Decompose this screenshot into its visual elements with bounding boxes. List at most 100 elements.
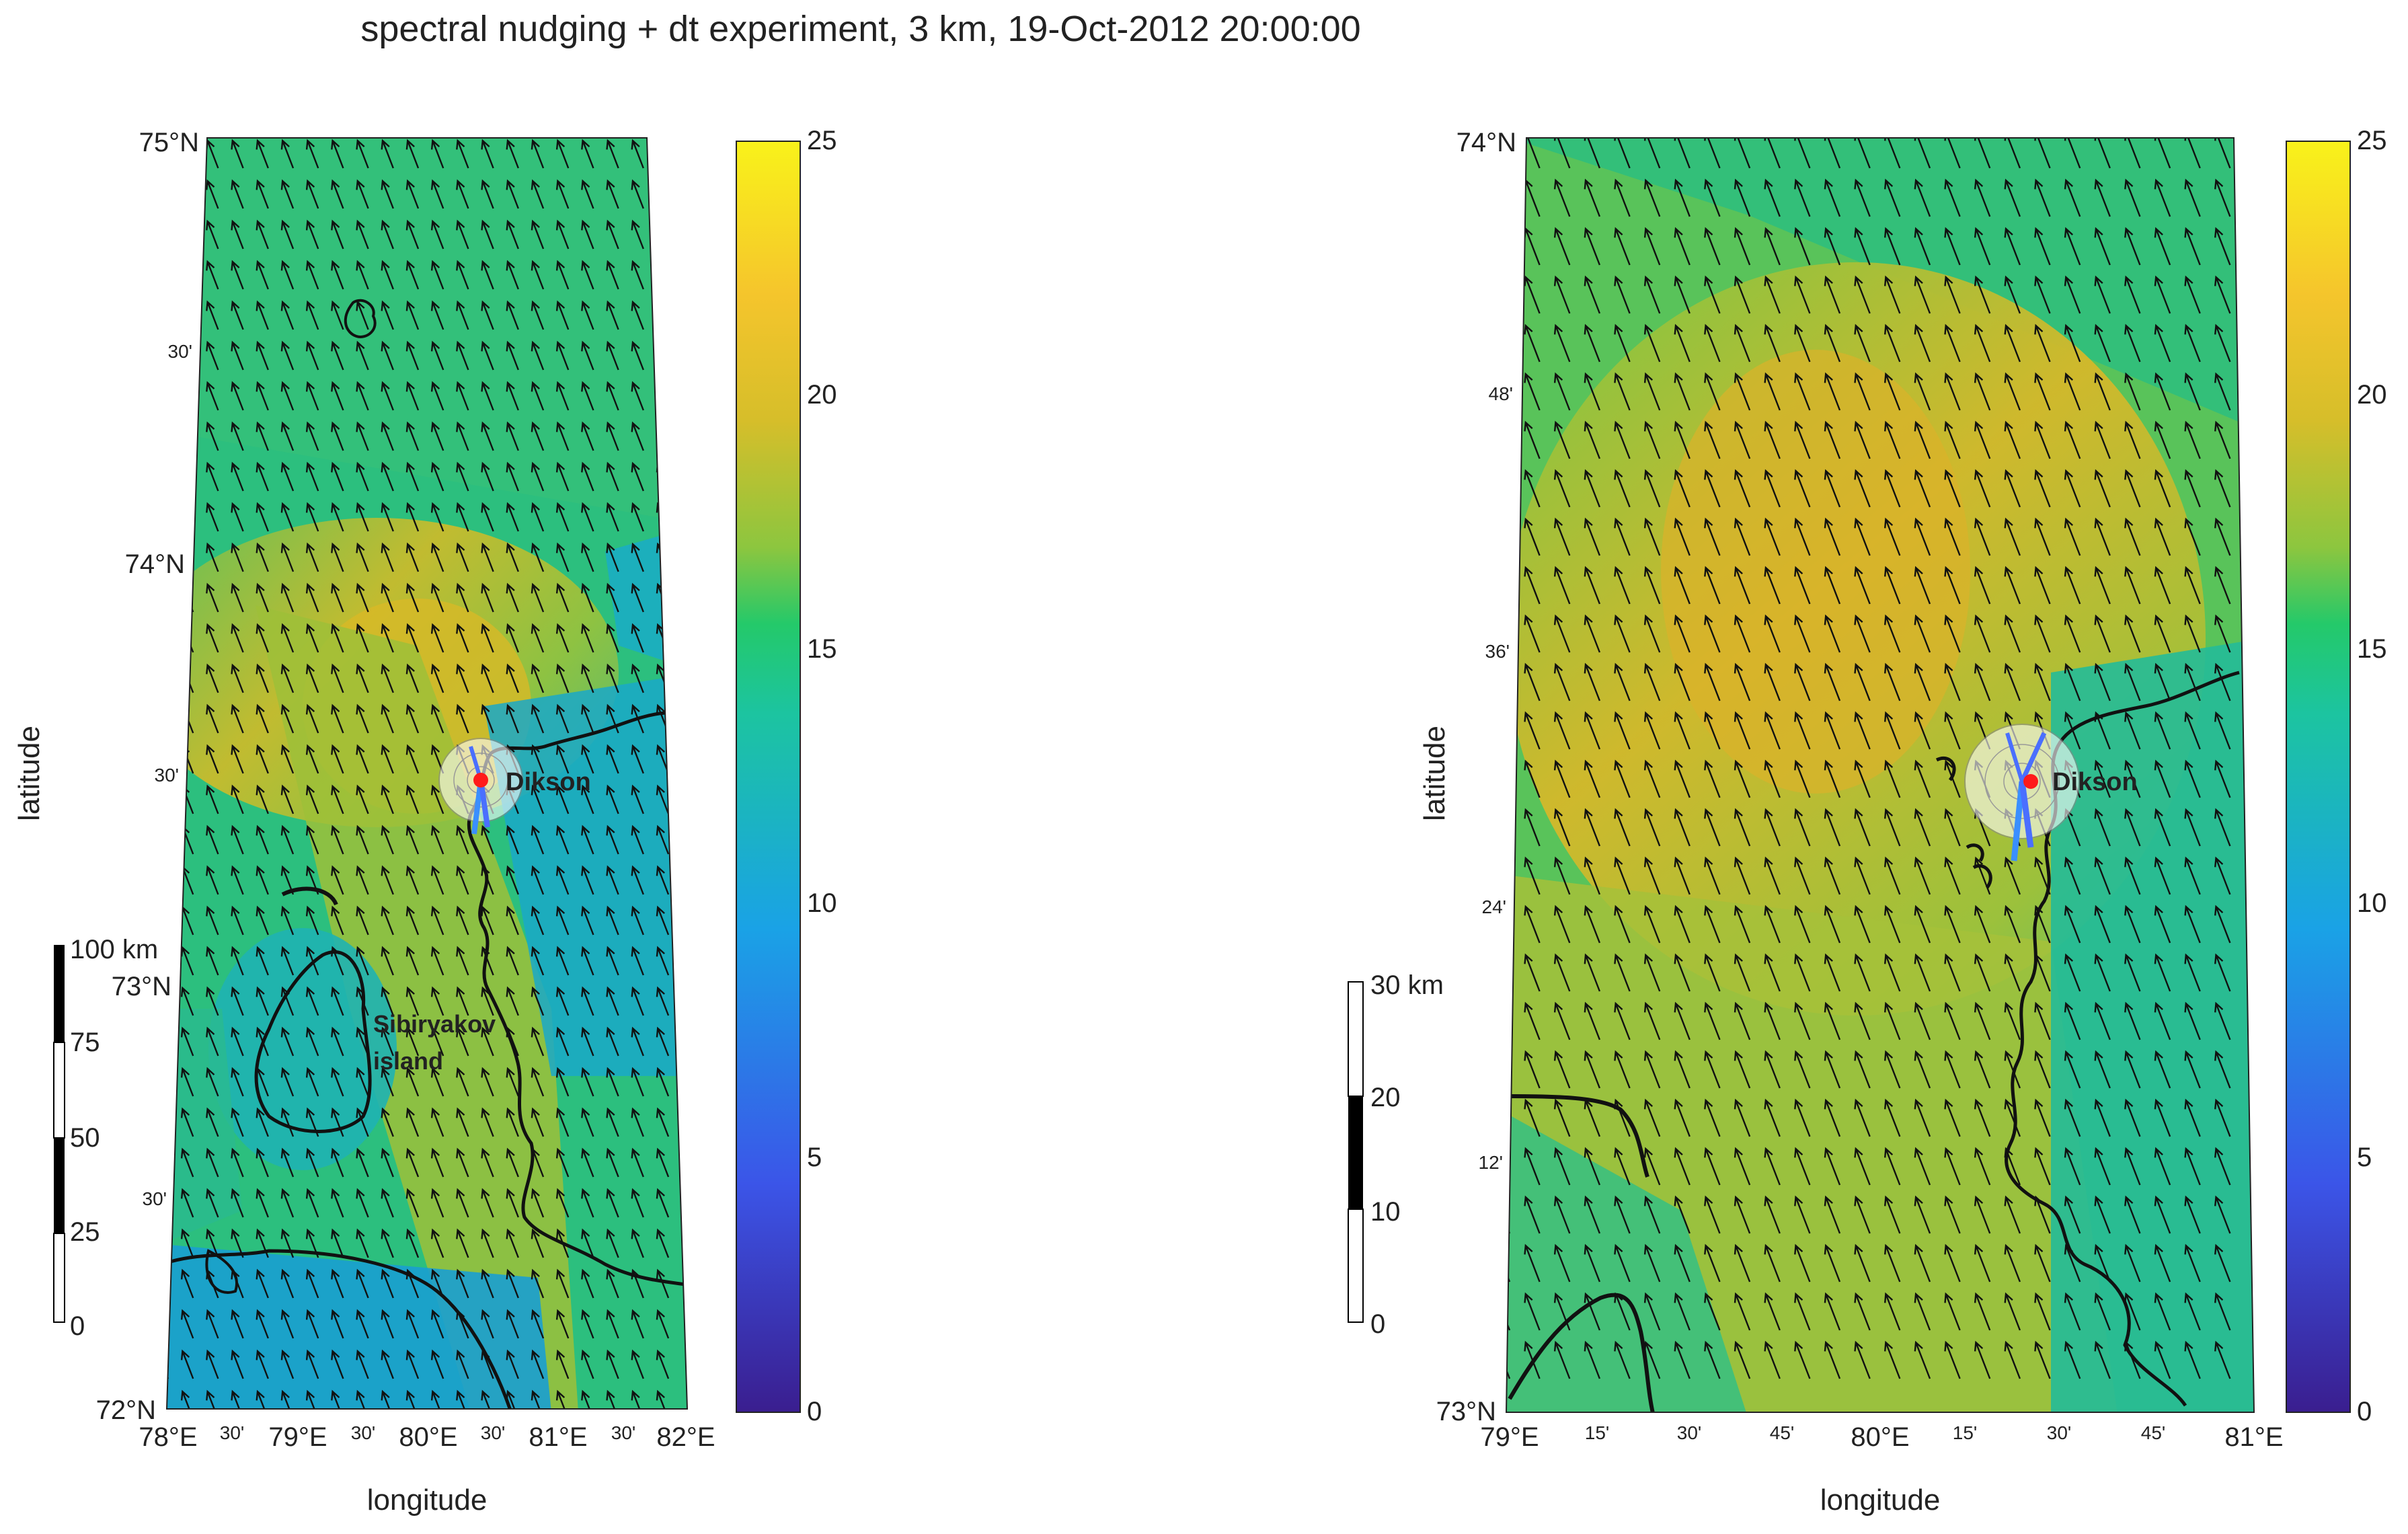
wind-vector xyxy=(456,1067,469,1097)
wind-vector xyxy=(1944,275,1961,314)
island-label-line2: island xyxy=(373,1047,443,1075)
wind-vector xyxy=(631,865,644,895)
wind-vector xyxy=(1506,662,1511,701)
wind-vector xyxy=(606,421,619,451)
wind-vector xyxy=(2094,1195,2111,1234)
wind-vector xyxy=(1764,808,1781,847)
right-map-frame xyxy=(1505,137,2255,1413)
wind-vector xyxy=(1794,1340,1811,1379)
wind-vector xyxy=(656,1389,670,1409)
wind-vector xyxy=(206,1107,219,1137)
wind-vector xyxy=(167,1107,169,1137)
wind-vector xyxy=(1764,420,1781,459)
wind-vector xyxy=(1914,517,1931,556)
wind-vector xyxy=(381,946,394,976)
wind-vector xyxy=(331,865,344,895)
wind-vector xyxy=(506,421,519,451)
wind-vector xyxy=(305,905,319,935)
wind-vector xyxy=(305,582,319,613)
wind-vector xyxy=(1553,372,1571,411)
wind-vector xyxy=(1734,372,1751,411)
wind-vector xyxy=(2004,1292,2021,1331)
wind-vector xyxy=(430,1309,444,1339)
wind-vector xyxy=(481,340,494,371)
wind-vector xyxy=(506,1147,519,1178)
wind-vector xyxy=(2124,420,2141,459)
wind-vector xyxy=(1944,420,1961,459)
colorbar-tick: 5 xyxy=(807,1143,822,1172)
wind-vector xyxy=(1854,420,1871,459)
wind-vector xyxy=(331,582,344,613)
wind-vector xyxy=(1584,517,1601,556)
wind-vector xyxy=(581,986,594,1016)
figure-title: spectral nudging + dt experiment, 3 km, … xyxy=(360,9,1361,49)
wind-vector xyxy=(531,865,545,895)
wind-vector xyxy=(1674,517,1691,556)
wind-vector xyxy=(1854,566,1871,605)
wind-vector xyxy=(206,946,219,976)
wind-vector xyxy=(1974,566,1991,605)
wind-vector xyxy=(1643,372,1661,411)
wind-vector xyxy=(1643,275,1661,314)
wind-vector xyxy=(256,461,269,492)
wind-vector xyxy=(631,260,644,290)
wind-vector xyxy=(606,340,619,371)
wind-vector xyxy=(506,219,519,250)
wind-vector xyxy=(656,905,670,935)
wind-vector xyxy=(1734,227,1751,266)
left-small-islet xyxy=(281,886,338,906)
dikson-label-right: Dikson xyxy=(2052,768,2138,796)
wind-vector xyxy=(1734,759,1751,798)
wind-vector xyxy=(506,461,519,492)
wind-vector xyxy=(1674,614,1691,653)
wind-vector xyxy=(531,784,545,814)
wind-vector xyxy=(1914,469,1931,508)
wind-vector xyxy=(2154,372,2171,411)
wind-vector xyxy=(1584,323,1601,362)
wind-vector xyxy=(1764,275,1781,314)
wind-vector xyxy=(1794,1243,1811,1282)
wind-vector xyxy=(1704,1147,1721,1186)
wind-vector xyxy=(305,542,319,572)
wind-vector xyxy=(2184,1147,2201,1186)
right-lon-label: 30' xyxy=(1677,1422,1702,1443)
wind-vector xyxy=(531,1309,545,1339)
wind-vector xyxy=(1794,711,1811,750)
wind-vector xyxy=(1974,1098,1991,1137)
wind-vector xyxy=(1854,614,1871,653)
wind-vector xyxy=(555,1107,570,1137)
wind-vector xyxy=(1824,275,1841,314)
wind-vector xyxy=(1764,1147,1781,1186)
wind-vector xyxy=(1794,227,1811,266)
wind-vector xyxy=(1643,227,1661,266)
wind-vector xyxy=(231,381,244,411)
wind-vector xyxy=(1704,372,1721,411)
wind-vector xyxy=(2214,662,2231,701)
wind-vector xyxy=(1854,711,1871,750)
wind-vector xyxy=(405,179,420,209)
wind-vector xyxy=(167,381,169,411)
wind-vector xyxy=(2004,323,2021,362)
wind-vector xyxy=(2214,1098,2231,1137)
wind-vector xyxy=(167,905,169,935)
wind-vector xyxy=(1553,1098,1571,1137)
wind-vector xyxy=(1854,662,1871,701)
wind-vector xyxy=(231,865,244,895)
wind-vector xyxy=(356,421,369,451)
wind-vector xyxy=(331,179,344,209)
wind-vector xyxy=(1643,856,1661,895)
wind-vector xyxy=(2214,469,2231,508)
wind-vector xyxy=(1614,905,1631,944)
wind-vector xyxy=(1734,662,1751,701)
wind-vector xyxy=(256,1389,269,1409)
wind-vector xyxy=(231,260,244,290)
wind-vector xyxy=(2214,808,2231,847)
wind-vector xyxy=(606,946,619,976)
wind-vector xyxy=(180,219,194,250)
wind-vector xyxy=(1734,1340,1751,1379)
wind-vector xyxy=(1553,1050,1571,1089)
wind-vector xyxy=(506,139,519,169)
wind-vector xyxy=(1854,808,1871,847)
wind-vector xyxy=(2034,178,2051,217)
wind-vector xyxy=(1643,1147,1661,1186)
